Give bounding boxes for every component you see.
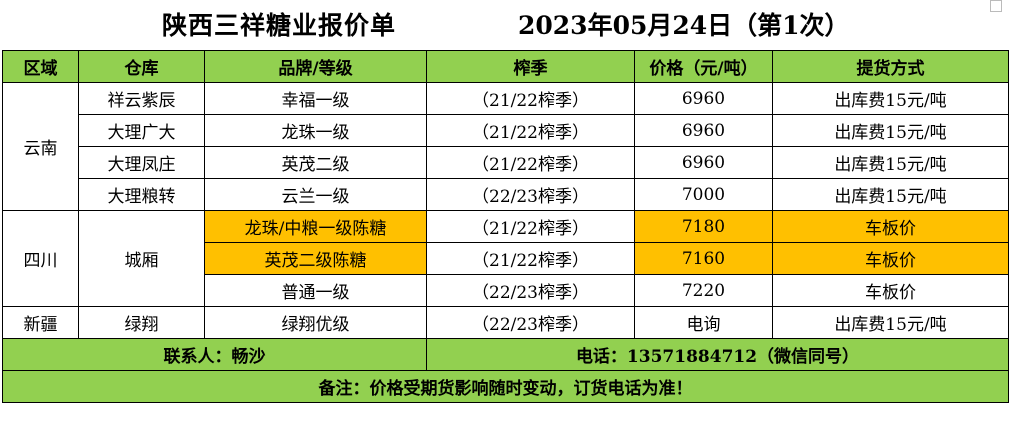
delivery-cell: 出库费15元/吨 [772, 82, 1009, 115]
brand-cell: 云兰一级 [204, 178, 427, 211]
brand-cell: 英茂二级 [204, 146, 427, 179]
table-row: 大理凤庄 英茂二级 （21/22榨季） 6960 出库费15元/吨 [3, 146, 1009, 179]
remark-note: 备注：价格受期货影响随时变动，订货电话为准！ [2, 370, 1009, 403]
table-row: 大理广大 龙珠一级 （21/22榨季） 6960 出库费15元/吨 [3, 114, 1009, 147]
brand-cell: 英茂二级陈糖 [204, 242, 427, 275]
delivery-cell: 出库费15元/吨 [772, 306, 1009, 339]
table-row: 普通一级 （22/23榨季） 7220 车板价 [3, 274, 1009, 307]
table-row: 新疆 绿翔 绿翔优级 （22/23榨季） 电询 出库费15元/吨 [2, 306, 1009, 339]
delivery-cell: 车板价 [772, 242, 1009, 275]
brand-cell: 幸福一级 [204, 82, 427, 115]
delivery-cell: 车板价 [772, 274, 1009, 307]
note-row: 备注：价格受期货影响随时变动，订货电话为准！ [2, 370, 1009, 403]
header-row: 区域 仓库 品牌/等级 榨季 价格（元/吨） 提货方式 [2, 50, 1009, 83]
price-cell: 7160 [634, 242, 773, 275]
price-table: 区域 仓库 品牌/等级 榨季 价格（元/吨） 提货方式 云南 祥云紫辰 幸福一级… [2, 50, 1009, 403]
delivery-cell: 出库费15元/吨 [772, 114, 1009, 147]
warehouse-cell: 城厢 [78, 210, 205, 307]
contact-row: 联系人：畅沙 电话：13571884712（微信同号） [2, 338, 1009, 371]
contact-person: 联系人：畅沙 [2, 338, 427, 371]
delivery-cell: 出库费15元/吨 [772, 146, 1009, 179]
brand-cell: 龙珠/中粮一级陈糖 [204, 210, 427, 243]
price-cell: 电询 [634, 306, 773, 339]
season-cell: （21/22榨季） [426, 114, 635, 147]
table-row: 英茂二级陈糖 （21/22榨季） 7160 车板价 [3, 242, 1009, 275]
region-sichuan: 四川 [2, 210, 79, 307]
region-yunnan: 云南 [2, 82, 79, 211]
brand-cell: 绿翔优级 [204, 306, 427, 339]
price-cell: 6960 [634, 146, 773, 179]
season-cell: （22/23榨季） [426, 178, 635, 211]
header-season: 榨季 [426, 50, 635, 83]
price-cell: 7000 [634, 178, 773, 211]
table-row: 四川 城厢 龙珠/中粮一级陈糖 （21/22榨季） 7180 车板价 [2, 210, 1009, 307]
header-brand: 品牌/等级 [204, 50, 427, 83]
table-row: 大理粮转 云兰一级 （22/23榨季） 7000 出库费15元/吨 [3, 178, 1009, 211]
brand-cell: 龙珠一级 [204, 114, 427, 147]
delivery-cell: 车板价 [772, 210, 1009, 243]
date-title: 2023年05月24日（第1次） [518, 11, 850, 40]
warehouse-cell: 大理凤庄 [78, 146, 205, 179]
warehouse-cell: 大理粮转 [78, 178, 205, 211]
season-cell: （21/22榨季） [426, 210, 635, 243]
season-cell: （22/23榨季） [426, 274, 635, 307]
warehouse-cell: 祥云紫辰 [78, 82, 205, 115]
price-cell: 7220 [634, 274, 773, 307]
warehouse-cell: 大理广大 [78, 114, 205, 147]
price-cell: 6960 [634, 114, 773, 147]
header-price: 价格（元/吨） [634, 50, 773, 83]
contact-phone: 电话：13571884712（微信同号） [426, 338, 1009, 371]
delivery-cell: 出库费15元/吨 [772, 178, 1009, 211]
brand-cell: 普通一级 [204, 274, 427, 307]
header-region: 区域 [2, 50, 79, 83]
warehouse-cell: 绿翔 [78, 306, 205, 339]
price-cell: 6960 [634, 82, 773, 115]
season-cell: （21/22榨季） [426, 146, 635, 179]
company-title: 陕西三祥糖业报价单 [162, 11, 397, 40]
title-bar: 陕西三祥糖业报价单 2023年05月24日（第1次） [0, 0, 1012, 44]
season-cell: （21/22榨季） [426, 82, 635, 115]
window-corner-icon [990, 0, 1002, 12]
region-xinjiang: 新疆 [2, 306, 79, 339]
header-delivery: 提货方式 [772, 50, 1009, 83]
table-row: 云南 祥云紫辰 幸福一级 （21/22榨季） 6960 出库费15元/吨 [2, 82, 1009, 211]
season-cell: （21/22榨季） [426, 242, 635, 275]
header-warehouse: 仓库 [78, 50, 205, 83]
price-cell: 7180 [634, 210, 773, 243]
season-cell: （22/23榨季） [426, 306, 635, 339]
